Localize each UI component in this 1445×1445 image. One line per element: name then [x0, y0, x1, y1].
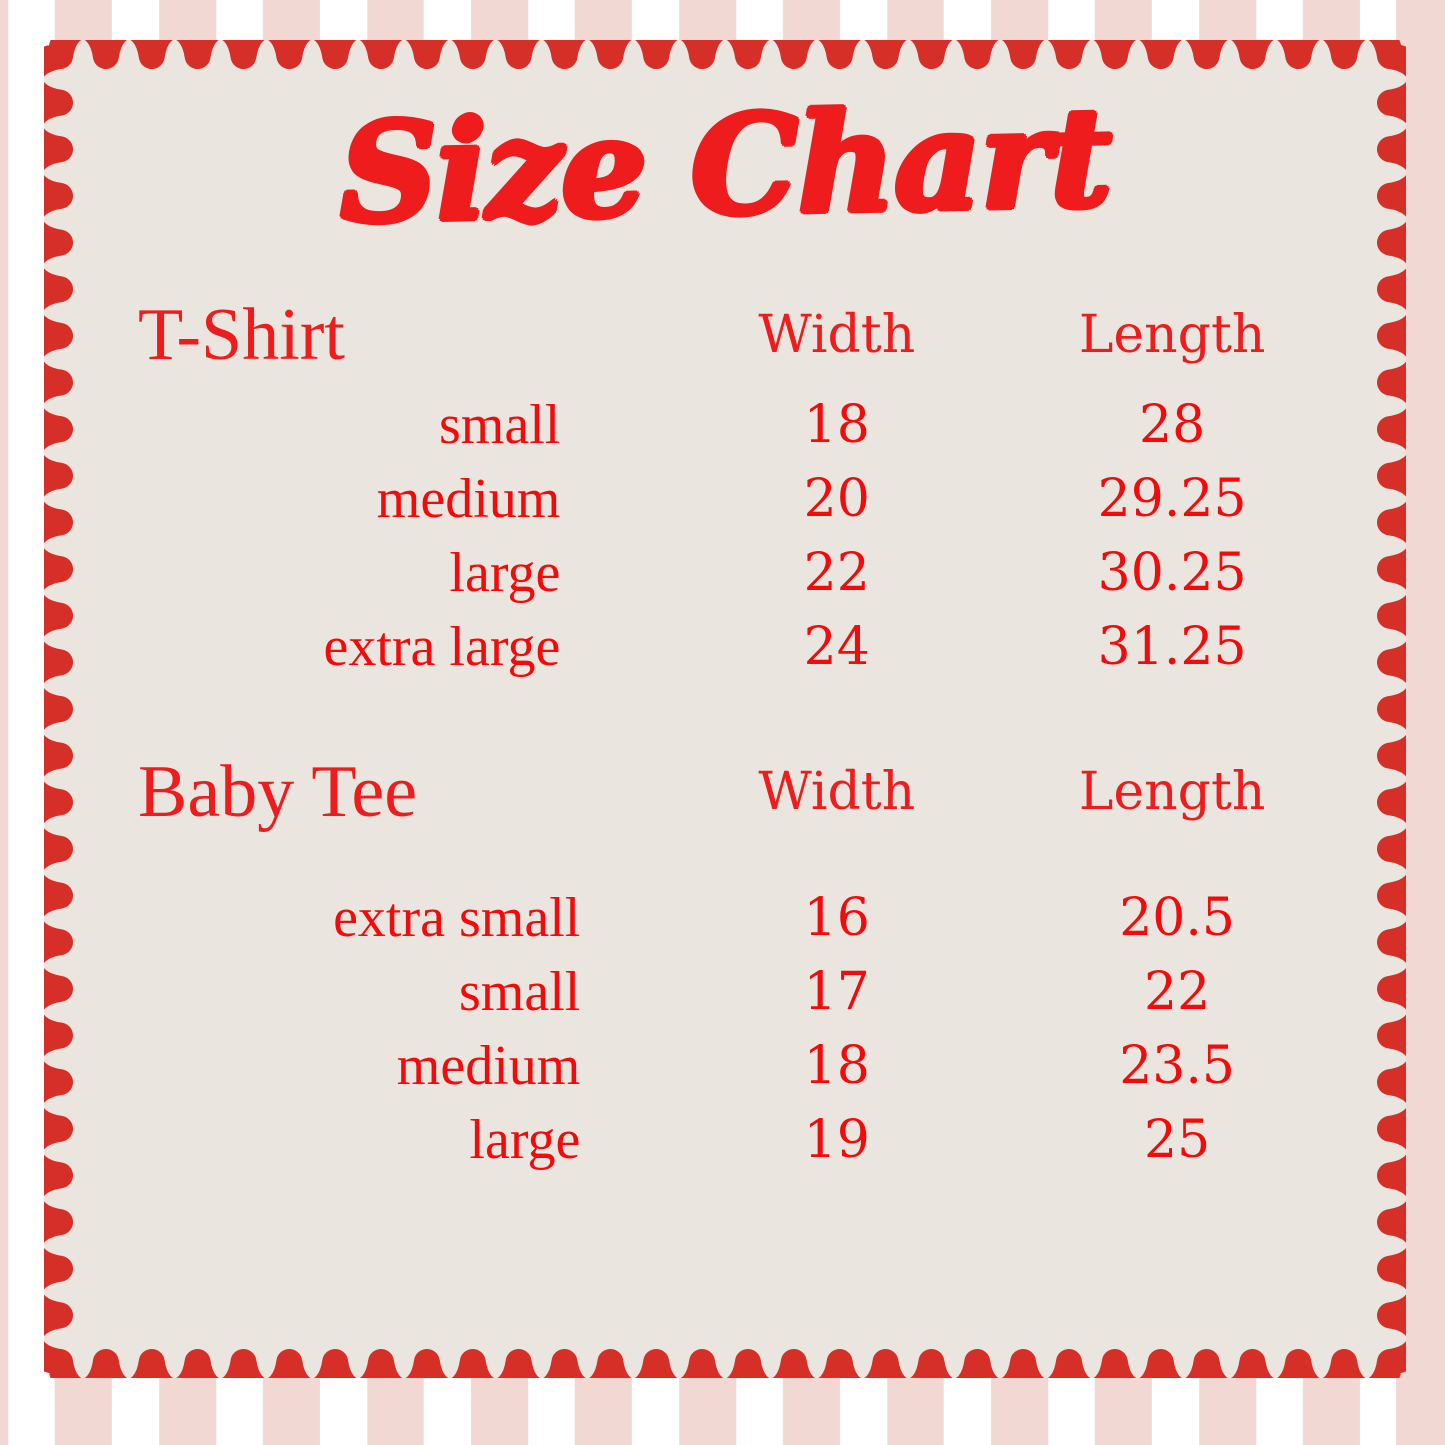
- width-value: 17: [803, 962, 870, 1022]
- width-value: 22: [803, 543, 870, 603]
- table-row: medium 18 23.5: [104, 1029, 1346, 1103]
- table-row: large 19 25: [104, 1103, 1346, 1177]
- length-value: 29.25: [1097, 469, 1247, 529]
- table-header-row: T-Shirt Width Length: [104, 298, 1346, 388]
- scalloped-card: Size Chart T-Shirt Width Length small 18…: [44, 40, 1406, 1378]
- length-value: 23.5: [1119, 1036, 1235, 1096]
- length-value: 30.25: [1097, 543, 1247, 603]
- size-label: extra small: [333, 887, 581, 949]
- scalloped-border-icon: [44, 40, 1406, 1378]
- length-value: 28: [1139, 395, 1206, 455]
- table-row: extra small 16 20.5: [104, 881, 1346, 955]
- babytee-size-table: Baby Tee Width Length extra small 16 20.…: [104, 755, 1346, 1177]
- width-value: 19: [803, 1110, 870, 1170]
- table-row: small 17 22: [104, 955, 1346, 1029]
- size-label: medium: [396, 1035, 581, 1097]
- width-value: 24: [803, 617, 870, 677]
- table-row: extra large 24 31.25: [104, 610, 1346, 684]
- width-value: 18: [803, 1036, 870, 1096]
- table-row: large 22 30.25: [104, 536, 1346, 610]
- column-header-length: Length: [1078, 762, 1266, 822]
- section-title-babytee: Baby Tee: [138, 751, 418, 833]
- card-content: Size Chart T-Shirt Width Length small 18…: [44, 40, 1406, 1378]
- length-value: 31.25: [1097, 617, 1247, 677]
- table-row: small 18 28: [104, 388, 1346, 462]
- length-value: 22: [1144, 962, 1211, 1022]
- width-value: 18: [803, 395, 870, 455]
- size-label: extra large: [323, 616, 561, 678]
- width-value: 20: [803, 469, 870, 529]
- table-header-row: Baby Tee Width Length: [104, 755, 1346, 881]
- tshirt-size-table: T-Shirt Width Length small 18 28 medium …: [104, 298, 1346, 684]
- column-header-width: Width: [758, 305, 916, 365]
- size-label: small: [458, 961, 581, 1023]
- column-header-width: Width: [758, 762, 916, 822]
- table-row: medium 20 29.25: [104, 462, 1346, 536]
- length-value: 25: [1144, 1110, 1211, 1170]
- size-label: small: [438, 394, 561, 456]
- size-label: large: [449, 542, 561, 604]
- section-title-tshirt: T-Shirt: [138, 294, 345, 376]
- size-label: medium: [376, 468, 561, 530]
- length-value: 20.5: [1119, 888, 1235, 948]
- page-title: Size Chart: [338, 77, 1112, 255]
- column-header-length: Length: [1078, 305, 1266, 365]
- size-label: large: [469, 1109, 581, 1171]
- width-value: 16: [803, 888, 870, 948]
